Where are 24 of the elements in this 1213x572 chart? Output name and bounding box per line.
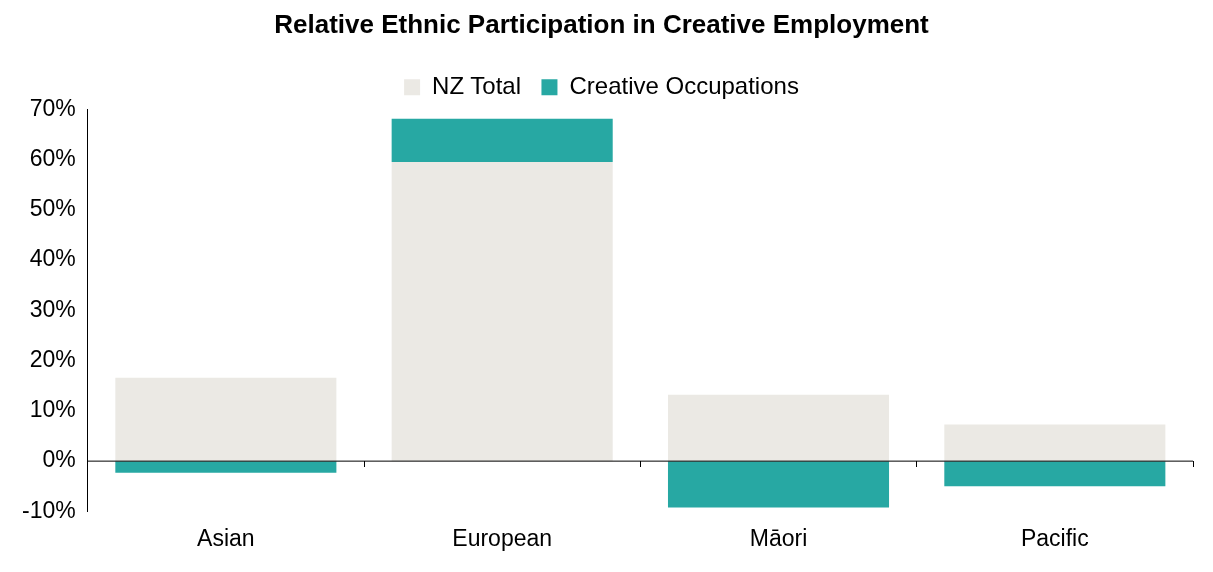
y-tick-label: 60% (29, 144, 76, 171)
y-tick-label: -10% (21, 496, 76, 523)
bar (667, 461, 890, 508)
y-tick-label: 20% (29, 345, 76, 372)
bar (667, 394, 890, 462)
x-tick-label: European (452, 524, 553, 551)
y-tick-label: 30% (29, 295, 76, 322)
bar (391, 118, 613, 162)
legend-label: NZ Total (432, 71, 522, 99)
y-tick-label: 0% (42, 446, 76, 473)
y-tick-label: 70% (29, 94, 76, 121)
y-tick-label: 40% (29, 245, 76, 272)
bar (115, 377, 337, 462)
legend-label: Creative Occupations (569, 71, 799, 99)
bar (391, 161, 613, 462)
x-tick-label: Pacific (1020, 524, 1089, 551)
x-tick-label: Asian (197, 524, 255, 551)
y-tick-label: 50% (29, 195, 76, 222)
x-tick-label: Māori (749, 524, 808, 551)
bar (115, 461, 337, 473)
chart-title: Relative Ethnic Participation in Creative Employment (274, 8, 930, 39)
y-tick-label: 10% (29, 396, 76, 423)
bar (944, 424, 1166, 462)
bar (944, 461, 1166, 487)
